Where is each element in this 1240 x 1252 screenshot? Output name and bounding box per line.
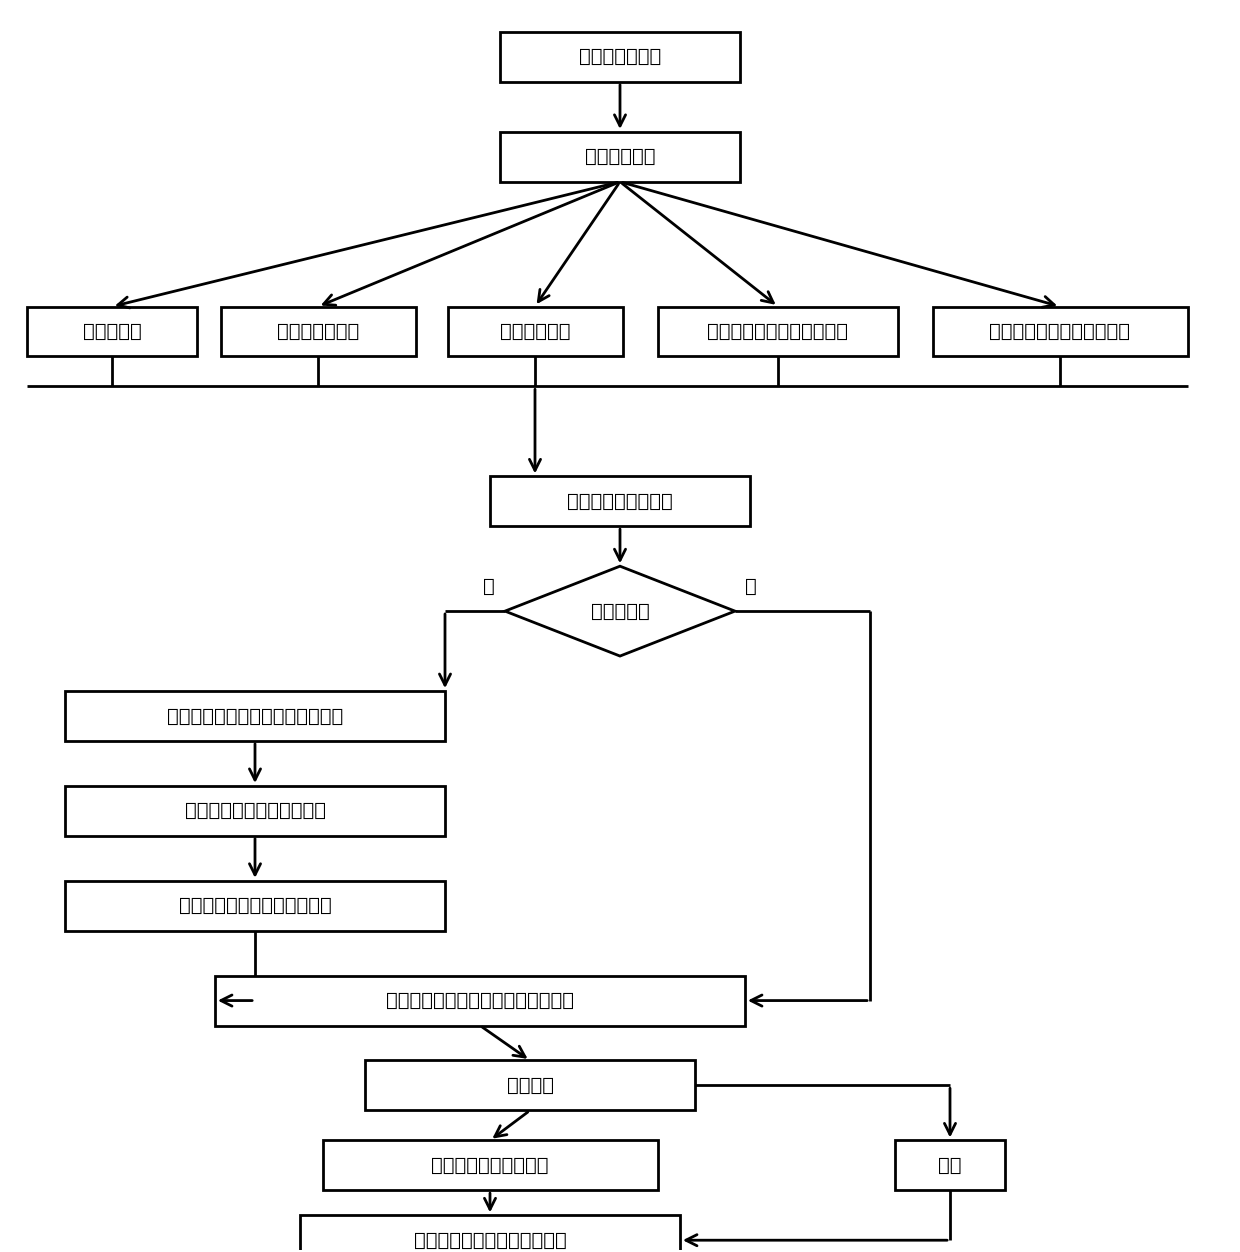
- Text: 空余仓位段: 空余仓位段: [83, 322, 141, 341]
- FancyBboxPatch shape: [895, 1141, 1004, 1191]
- FancyBboxPatch shape: [221, 307, 415, 357]
- FancyBboxPatch shape: [322, 1141, 657, 1191]
- Text: 已存入库货物层的层高规格: 已存入库货物层的层高规格: [708, 322, 848, 341]
- FancyBboxPatch shape: [490, 476, 750, 526]
- FancyBboxPatch shape: [448, 307, 622, 357]
- Text: 对不匹配入库货物进行数据预筛选: 对不匹配入库货物进行数据预筛选: [167, 706, 343, 725]
- FancyBboxPatch shape: [215, 975, 745, 1025]
- Text: 是否匹配？: 是否匹配？: [590, 602, 650, 621]
- FancyBboxPatch shape: [658, 307, 898, 357]
- Text: 运至对应的空余仓位段: 运至对应的空余仓位段: [432, 1156, 549, 1174]
- Text: 已占用的仓位段: 已占用的仓位段: [277, 322, 360, 341]
- FancyBboxPatch shape: [500, 131, 740, 182]
- Text: 读取仓库信息: 读取仓库信息: [585, 148, 655, 167]
- Text: 生成最优放置方案，存入仓库信息库: 生成最优放置方案，存入仓库信息库: [386, 992, 574, 1010]
- Text: 否: 否: [484, 577, 495, 596]
- Text: 生成对应的最优层间距方案: 生成对应的最优层间距方案: [185, 801, 325, 820]
- Text: 仓库信息管理器: 仓库信息管理器: [579, 48, 661, 66]
- FancyBboxPatch shape: [64, 786, 445, 836]
- FancyBboxPatch shape: [27, 307, 197, 357]
- FancyBboxPatch shape: [300, 1216, 680, 1252]
- FancyBboxPatch shape: [64, 691, 445, 741]
- Text: 预处理入库货物信息: 预处理入库货物信息: [567, 492, 673, 511]
- Text: 搬运装置: 搬运装置: [506, 1075, 553, 1096]
- FancyBboxPatch shape: [365, 1060, 694, 1111]
- Text: 出货: 出货: [939, 1156, 962, 1174]
- Text: 更新仓库信息库中的存储信息: 更新仓库信息库中的存储信息: [414, 1231, 567, 1249]
- Text: 是: 是: [745, 577, 756, 596]
- FancyBboxPatch shape: [932, 307, 1188, 357]
- Polygon shape: [505, 566, 735, 656]
- FancyBboxPatch shape: [500, 33, 740, 81]
- Text: 自动调节仓库各层间的层间距: 自动调节仓库各层间的层间距: [179, 896, 331, 915]
- Text: 已占用的仓位: 已占用的仓位: [500, 322, 570, 341]
- FancyBboxPatch shape: [64, 880, 445, 930]
- Text: 仓库竖直方向的空余层位段: 仓库竖直方向的空余层位段: [990, 322, 1131, 341]
